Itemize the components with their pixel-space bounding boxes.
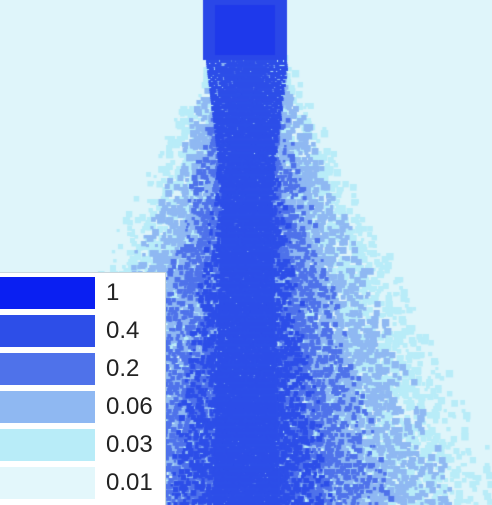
legend-label: 0.01 [106,469,153,496]
legend-swatch [0,315,95,347]
legend-item-0.06: 0.06 [0,387,166,425]
legend-label: 0.4 [106,317,140,344]
legend-label: 0.2 [106,355,140,382]
legend-swatch [0,467,95,499]
legend-swatch [0,277,95,309]
legend-label: 1 [106,279,120,306]
legend-item-0.01: 0.01 [0,463,166,501]
legend-item-1: 1 [0,273,166,311]
legend-swatch [0,391,95,423]
legend-label: 0.06 [106,393,153,420]
legend-swatch [0,429,95,461]
legend-swatch [0,353,95,385]
legend-label: 0.03 [106,431,153,458]
legend-item-0.2: 0.2 [0,349,166,387]
concentration-legend: 1 0.4 0.2 0.06 0.03 0.01 [0,272,166,505]
legend-item-0.4: 0.4 [0,311,166,349]
legend-item-0.03: 0.03 [0,425,166,463]
